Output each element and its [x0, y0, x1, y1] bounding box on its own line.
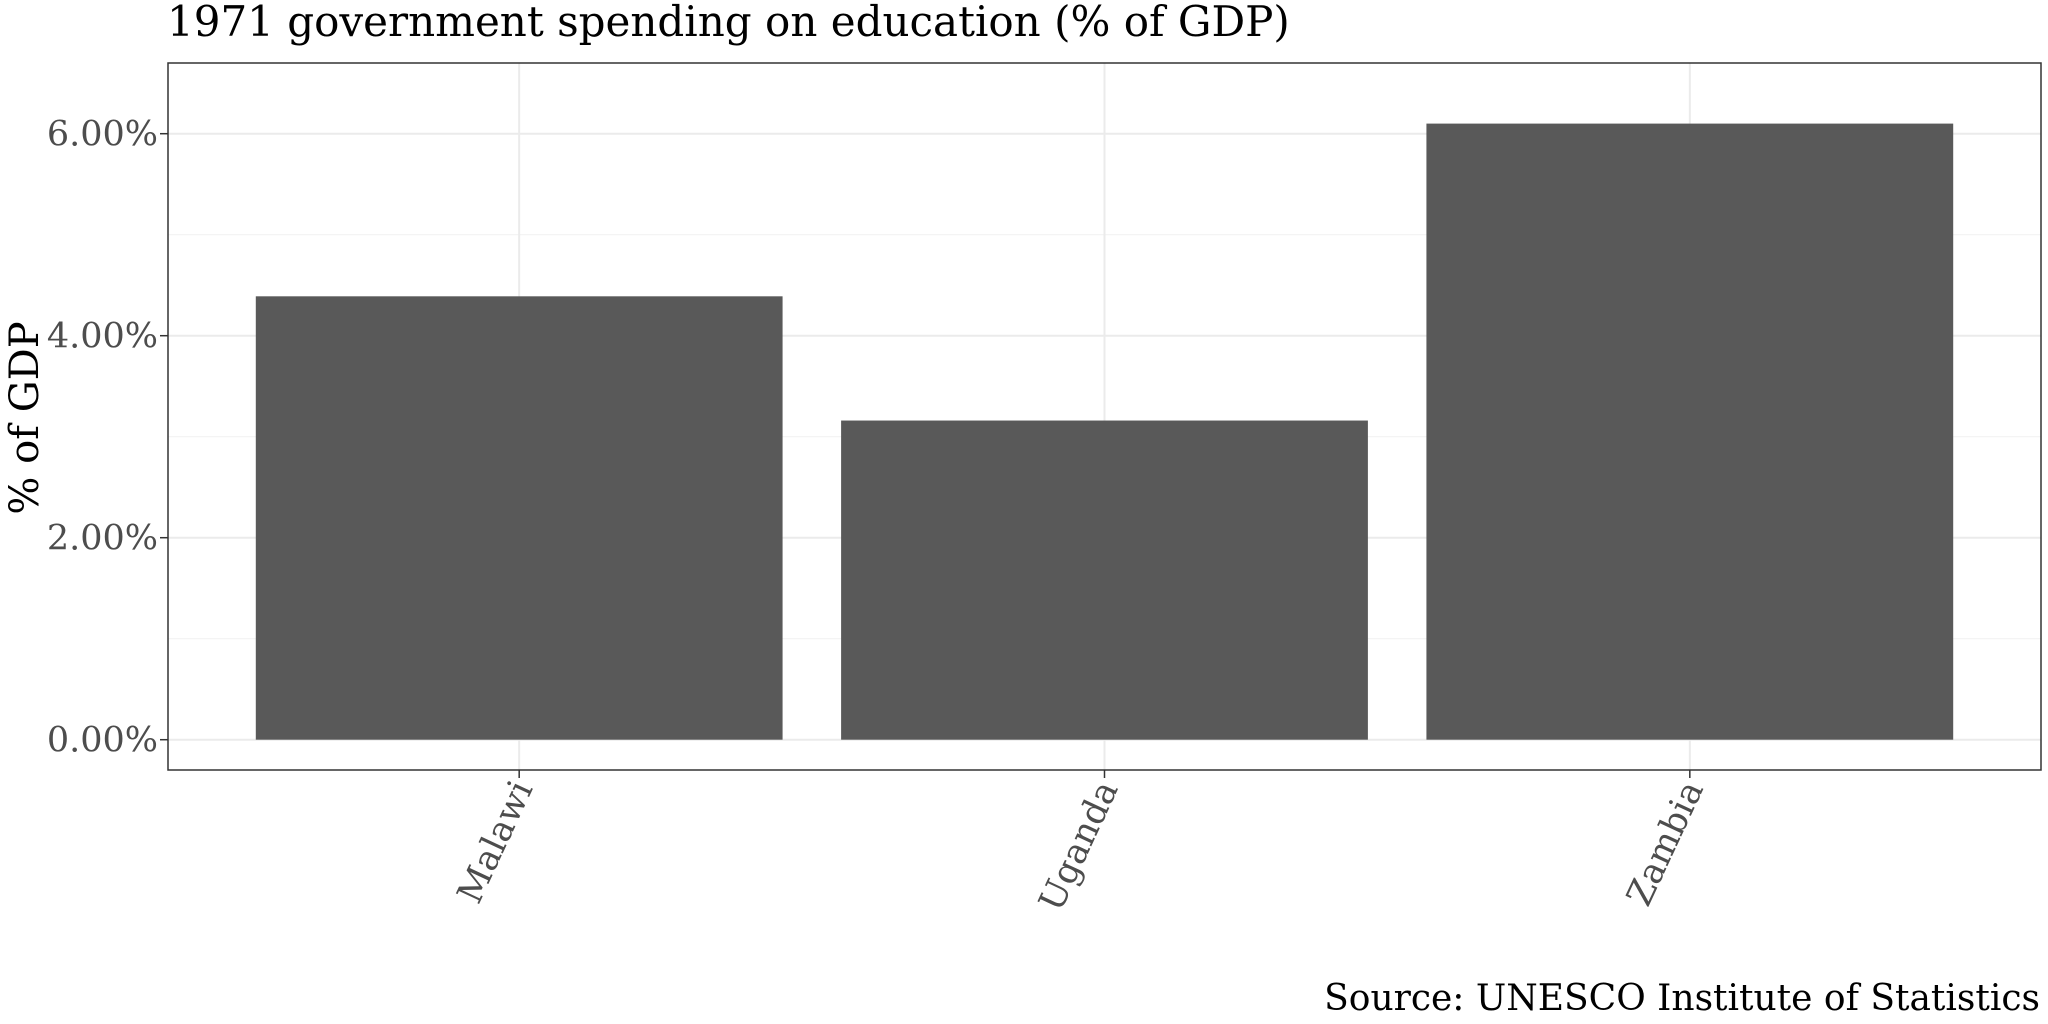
y-axis-title: % of GDP	[2, 321, 48, 514]
plot-panel: 0.00% 2.00% 4.00% 6.00% Malawi Uganda Zambia	[47, 62, 2042, 918]
y-tick-label: 2.00%	[47, 519, 158, 559]
bar-malawi	[255, 296, 783, 740]
bar-uganda	[841, 420, 1368, 740]
x-tick-label: Malawi	[450, 775, 541, 910]
x-tick-label: Uganda	[1032, 775, 1127, 918]
y-tick-label: 4.00%	[47, 317, 158, 357]
bar-zambia	[1426, 123, 1954, 740]
chart-title: 1971 government spending on education (%…	[167, 0, 1290, 46]
source-caption: Source: UNESCO Institute of Statistics	[1324, 978, 2040, 1019]
y-tick-label: 0.00%	[47, 721, 158, 761]
x-tick-label: Zambia	[1620, 775, 1712, 912]
y-tick-label: 6.00%	[47, 115, 158, 155]
